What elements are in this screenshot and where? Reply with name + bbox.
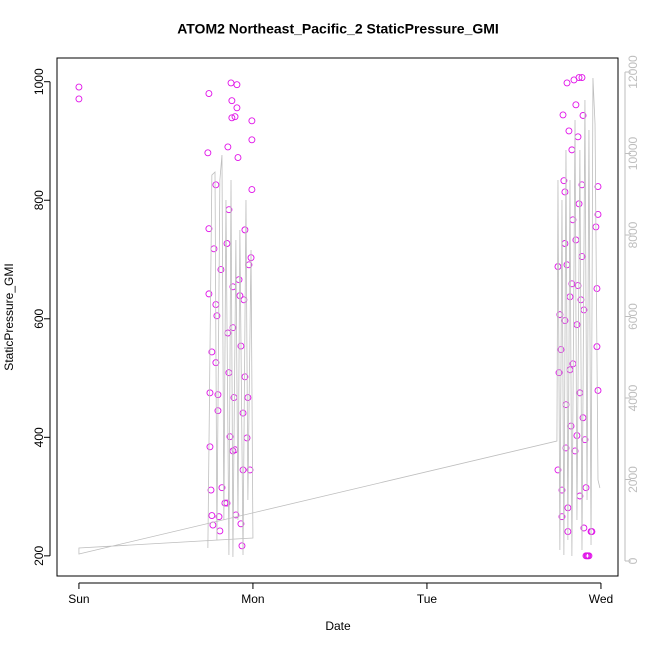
data-line: [78, 77, 601, 558]
y2-tick-label: 0: [626, 557, 640, 564]
data-point: [585, 552, 593, 560]
data-point: [594, 387, 602, 394]
data-point: [239, 466, 247, 474]
y-tick-label: 200: [32, 546, 46, 566]
data-point: [241, 373, 249, 381]
data-point: [568, 280, 576, 288]
data-point: [559, 111, 567, 119]
x-tick-label: Wed: [589, 592, 613, 606]
y-tick-label: 400: [32, 427, 46, 447]
data-point: [212, 181, 220, 189]
x-tick-label: Tue: [417, 592, 438, 606]
data-point: [228, 97, 236, 105]
data-point: [205, 225, 213, 233]
data-point: [558, 513, 566, 521]
y-tick-label: 1000: [32, 68, 46, 95]
data-point: [593, 285, 601, 293]
y2-tick-label: 6000: [626, 303, 640, 330]
data-point: [575, 74, 583, 82]
data-point: [588, 528, 596, 535]
data-point: [571, 447, 579, 455]
data-point: [224, 143, 232, 151]
y2-tick-label: 10000: [626, 137, 640, 171]
data-point: [231, 113, 239, 121]
data-point: [581, 436, 589, 444]
data-point: [205, 290, 213, 298]
y2-tick-label: 8000: [626, 221, 640, 248]
y-tick-label: 800: [32, 190, 46, 210]
data-point: [217, 266, 225, 274]
data-point: [246, 466, 254, 474]
data-point: [236, 292, 244, 300]
data-point: [578, 181, 586, 189]
x-axis-label: Date: [325, 619, 351, 633]
data-point: [575, 200, 583, 208]
y-axis-label: StaticPressure_GMI: [2, 263, 16, 370]
data-point: [248, 117, 256, 125]
data-point: [206, 443, 214, 451]
data-point: [208, 512, 216, 519]
data-point: [75, 83, 83, 91]
data-point: [563, 79, 571, 87]
data-point: [560, 177, 568, 185]
data-point: [205, 90, 213, 98]
data-point: [207, 486, 215, 494]
data-point: [221, 499, 229, 507]
data-point: [594, 211, 602, 218]
data-point: [213, 312, 221, 320]
data-point: [561, 188, 569, 196]
data-point: [248, 136, 256, 144]
data-point: [75, 95, 83, 103]
data-point: [554, 466, 562, 474]
data-point: [238, 542, 246, 550]
data-point: [228, 114, 236, 122]
data-point: [565, 127, 573, 135]
data-point: [245, 261, 253, 269]
data-point: [234, 154, 242, 162]
data-point: [239, 409, 247, 417]
y2-tick-label: 2000: [626, 466, 640, 493]
x-tick-label: Mon: [241, 592, 264, 606]
data-point: [579, 112, 587, 119]
data-point: [558, 486, 566, 494]
data-point: [215, 513, 223, 521]
data-point: [208, 348, 216, 356]
data-point: [241, 226, 249, 234]
data-point: [233, 104, 241, 112]
data-point: [248, 186, 256, 194]
data-point: [218, 484, 226, 492]
data-point: [578, 74, 586, 82]
data-point: [594, 183, 602, 191]
y-tick-label: 600: [32, 308, 46, 328]
chart-title: ATOM2 Northeast_Pacific_2 StaticPressure…: [177, 21, 499, 37]
data-point: [204, 149, 212, 157]
data-point: [229, 447, 237, 455]
data-point: [233, 81, 241, 89]
data-point: [582, 484, 590, 492]
data-point: [572, 101, 580, 109]
data-point: [223, 240, 231, 247]
y2-tick-label: 12000: [626, 55, 640, 89]
x-tick-label: Sun: [68, 592, 89, 606]
plot-frame: [56, 57, 619, 577]
y2-tick-label: 4000: [626, 384, 640, 411]
data-point: [237, 520, 245, 528]
data-point: [244, 394, 252, 402]
data-point: [580, 524, 588, 532]
